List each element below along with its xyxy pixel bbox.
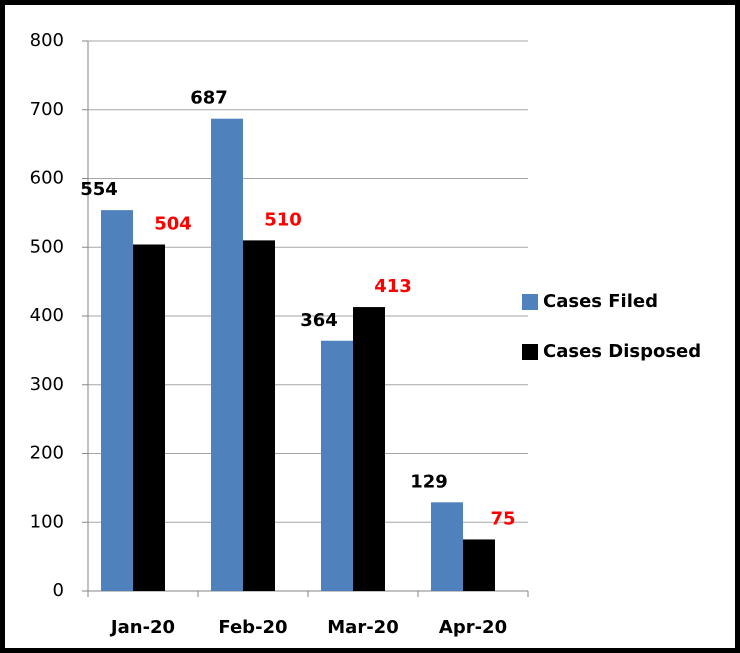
- y-tick-label: 800: [30, 30, 64, 51]
- x-tick-label: Mar-20: [327, 617, 398, 638]
- x-tick-label: Apr-20: [439, 617, 507, 638]
- legend-swatch: [522, 294, 538, 310]
- y-tick-label: 500: [30, 236, 64, 257]
- data-label: 504: [154, 214, 192, 235]
- bar: [211, 118, 243, 591]
- legend-label: Cases Filed: [543, 291, 658, 312]
- bar: [463, 539, 495, 591]
- data-label: 364: [300, 310, 338, 331]
- y-tick-label: 0: [53, 580, 64, 601]
- y-tick-label: 700: [30, 99, 64, 120]
- x-tick-label: Jan-20: [109, 617, 175, 638]
- data-label: 129: [410, 471, 448, 492]
- legend-swatch: [522, 344, 538, 360]
- y-tick-label: 300: [30, 374, 64, 395]
- y-tick-label: 600: [30, 168, 64, 189]
- bar: [431, 502, 463, 591]
- legend-label: Cases Disposed: [543, 341, 701, 362]
- data-label: 75: [490, 508, 515, 529]
- bar: [353, 307, 385, 591]
- data-label: 510: [264, 209, 302, 230]
- x-tick-label: Feb-20: [218, 617, 287, 638]
- y-tick-label: 100: [30, 511, 64, 532]
- y-tick-label: 400: [30, 305, 64, 326]
- bar: [133, 244, 165, 591]
- data-label: 413: [374, 276, 412, 297]
- bar: [243, 240, 275, 591]
- data-label: 687: [190, 88, 228, 109]
- y-tick-label: 200: [30, 443, 64, 464]
- data-label: 554: [80, 179, 118, 200]
- bar: [101, 210, 133, 591]
- bar: [321, 340, 353, 591]
